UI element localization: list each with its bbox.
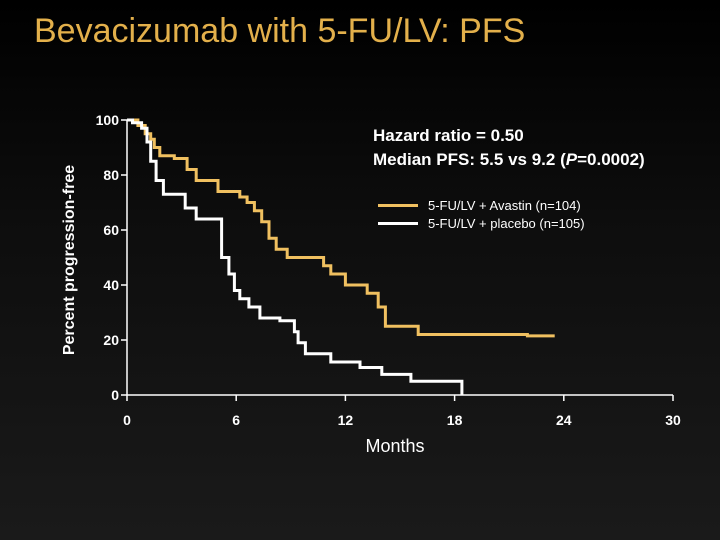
annotation-block: Hazard ratio = 0.50 Median PFS: 5.5 vs 9… (373, 124, 645, 172)
y-tick-label: 40 (103, 277, 119, 293)
x-axis-title: Months (365, 436, 424, 456)
x-tick-label: 12 (338, 412, 354, 428)
y-axis-title: Percent progression-free (61, 165, 78, 355)
y-tick-label: 0 (111, 387, 119, 403)
legend-item-avastin: 5-FU/LV + Avastin (n=104) (378, 196, 585, 214)
x-tick-label: 30 (665, 412, 681, 428)
x-tick-label: 0 (123, 412, 131, 428)
series-line-avastin (127, 118, 555, 338)
x-tick-label: 6 (232, 412, 240, 428)
chart-axes (121, 119, 674, 401)
legend-swatch-placebo (378, 221, 418, 225)
x-tick-label: 18 (447, 412, 463, 428)
y-tick-label: 60 (103, 222, 119, 238)
legend-item-placebo: 5-FU/LV + placebo (n=105) (378, 214, 585, 232)
chart-series (127, 118, 555, 395)
y-tick-label: 20 (103, 332, 119, 348)
median-pfs-suffix: =0.0002) (577, 150, 645, 169)
chart-legend: 5-FU/LV + Avastin (n=104) 5-FU/LV + plac… (378, 196, 585, 232)
median-pfs-text: Median PFS: 5.5 vs 9.2 (P=0.0002) (373, 148, 645, 172)
series-line-placebo (127, 118, 464, 395)
y-tick-label: 80 (103, 167, 119, 183)
legend-label-avastin: 5-FU/LV + Avastin (n=104) (428, 197, 581, 213)
legend-swatch-avastin (378, 203, 418, 207)
x-tick-label: 24 (556, 412, 572, 428)
hazard-ratio-text: Hazard ratio = 0.50 (373, 126, 524, 145)
chart-labels: 0 20 40 60 80 100 0 6 12 18 24 30 Months Percent prog… (61, 112, 681, 456)
legend-label-placebo: 5-FU/LV + placebo (n=105) (428, 215, 585, 231)
y-tick-label: 100 (96, 112, 120, 128)
slide-title: Bevacizumab with 5-FU/LV: PFS (34, 12, 526, 50)
median-pfs-prefix: Median PFS: 5.5 vs 9.2 ( (373, 150, 566, 169)
median-pfs-p: P (565, 150, 578, 169)
